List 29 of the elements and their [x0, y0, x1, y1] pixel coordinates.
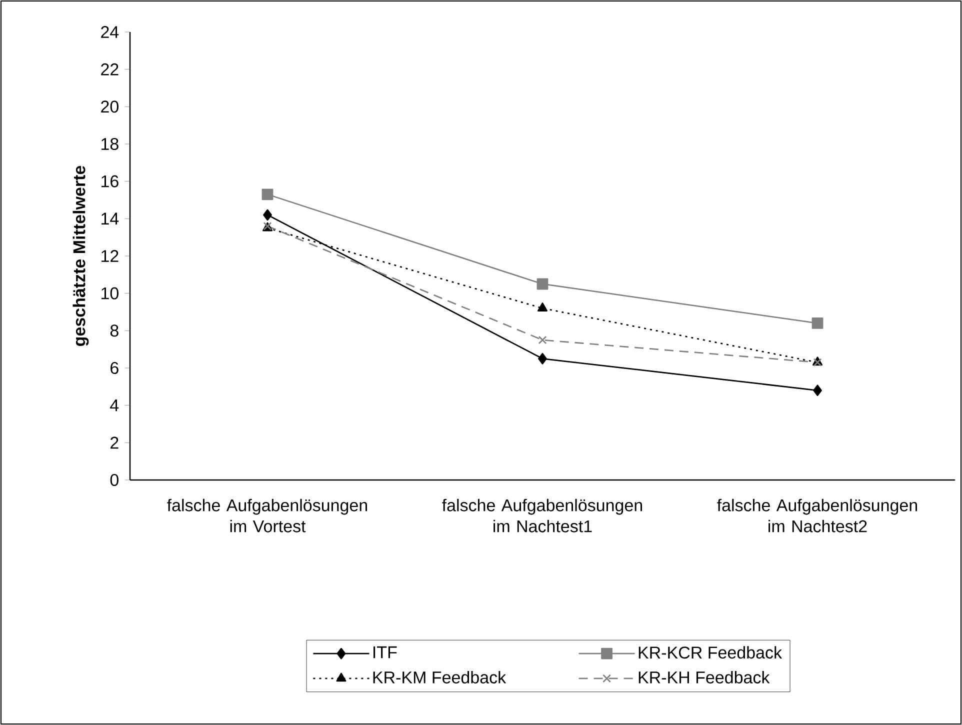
y-tick-label: 4 [110, 399, 119, 412]
y-tick-label: 6 [110, 362, 118, 374]
y-tick-label: 22 [101, 63, 118, 76]
point [813, 384, 822, 396]
y-tick-label: 12 [102, 250, 118, 262]
point [538, 352, 547, 364]
point [262, 188, 274, 200]
y-tick-label: 18 [102, 138, 118, 150]
legend-label: KR-KCR Feedback [638, 646, 782, 659]
legend-label: ITF [373, 646, 397, 658]
point [812, 317, 824, 329]
y-tick-label: 24 [101, 26, 119, 38]
legend-label: KR-KH Feedback [638, 670, 770, 684]
point [537, 302, 548, 312]
y-tick-label: 2 [110, 436, 118, 449]
y-tick-label: 20 [101, 100, 118, 113]
y-tick-label: 14 [102, 212, 119, 225]
x-tick-label: falsche Aufgabenlösungen im Nachtest2 [717, 498, 918, 532]
legend-label: KR-KM Feedback [373, 670, 506, 684]
x-tick-label: falsche Aufgabenlösungen im Nachtest1 [442, 498, 642, 532]
y-tick-label: 8 [110, 324, 118, 337]
y-axis-title: geschätzte Mittelwerte [72, 166, 89, 346]
point [538, 336, 547, 344]
point [536, 278, 548, 290]
x-tick-label: falsche Aufgabenlösungen im Vortest [167, 498, 368, 532]
y-tick-label: 0 [110, 474, 118, 486]
y-tick-label: 10 [102, 287, 118, 300]
point [263, 209, 272, 221]
y-tick-label: 16 [102, 175, 118, 188]
